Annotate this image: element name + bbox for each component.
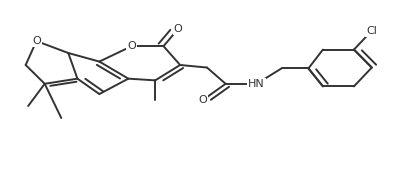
Text: HN: HN: [248, 79, 264, 89]
Text: O: O: [32, 36, 41, 46]
Text: O: O: [198, 95, 207, 105]
Text: Cl: Cl: [366, 26, 376, 36]
Text: O: O: [173, 24, 182, 34]
Text: O: O: [127, 41, 136, 51]
